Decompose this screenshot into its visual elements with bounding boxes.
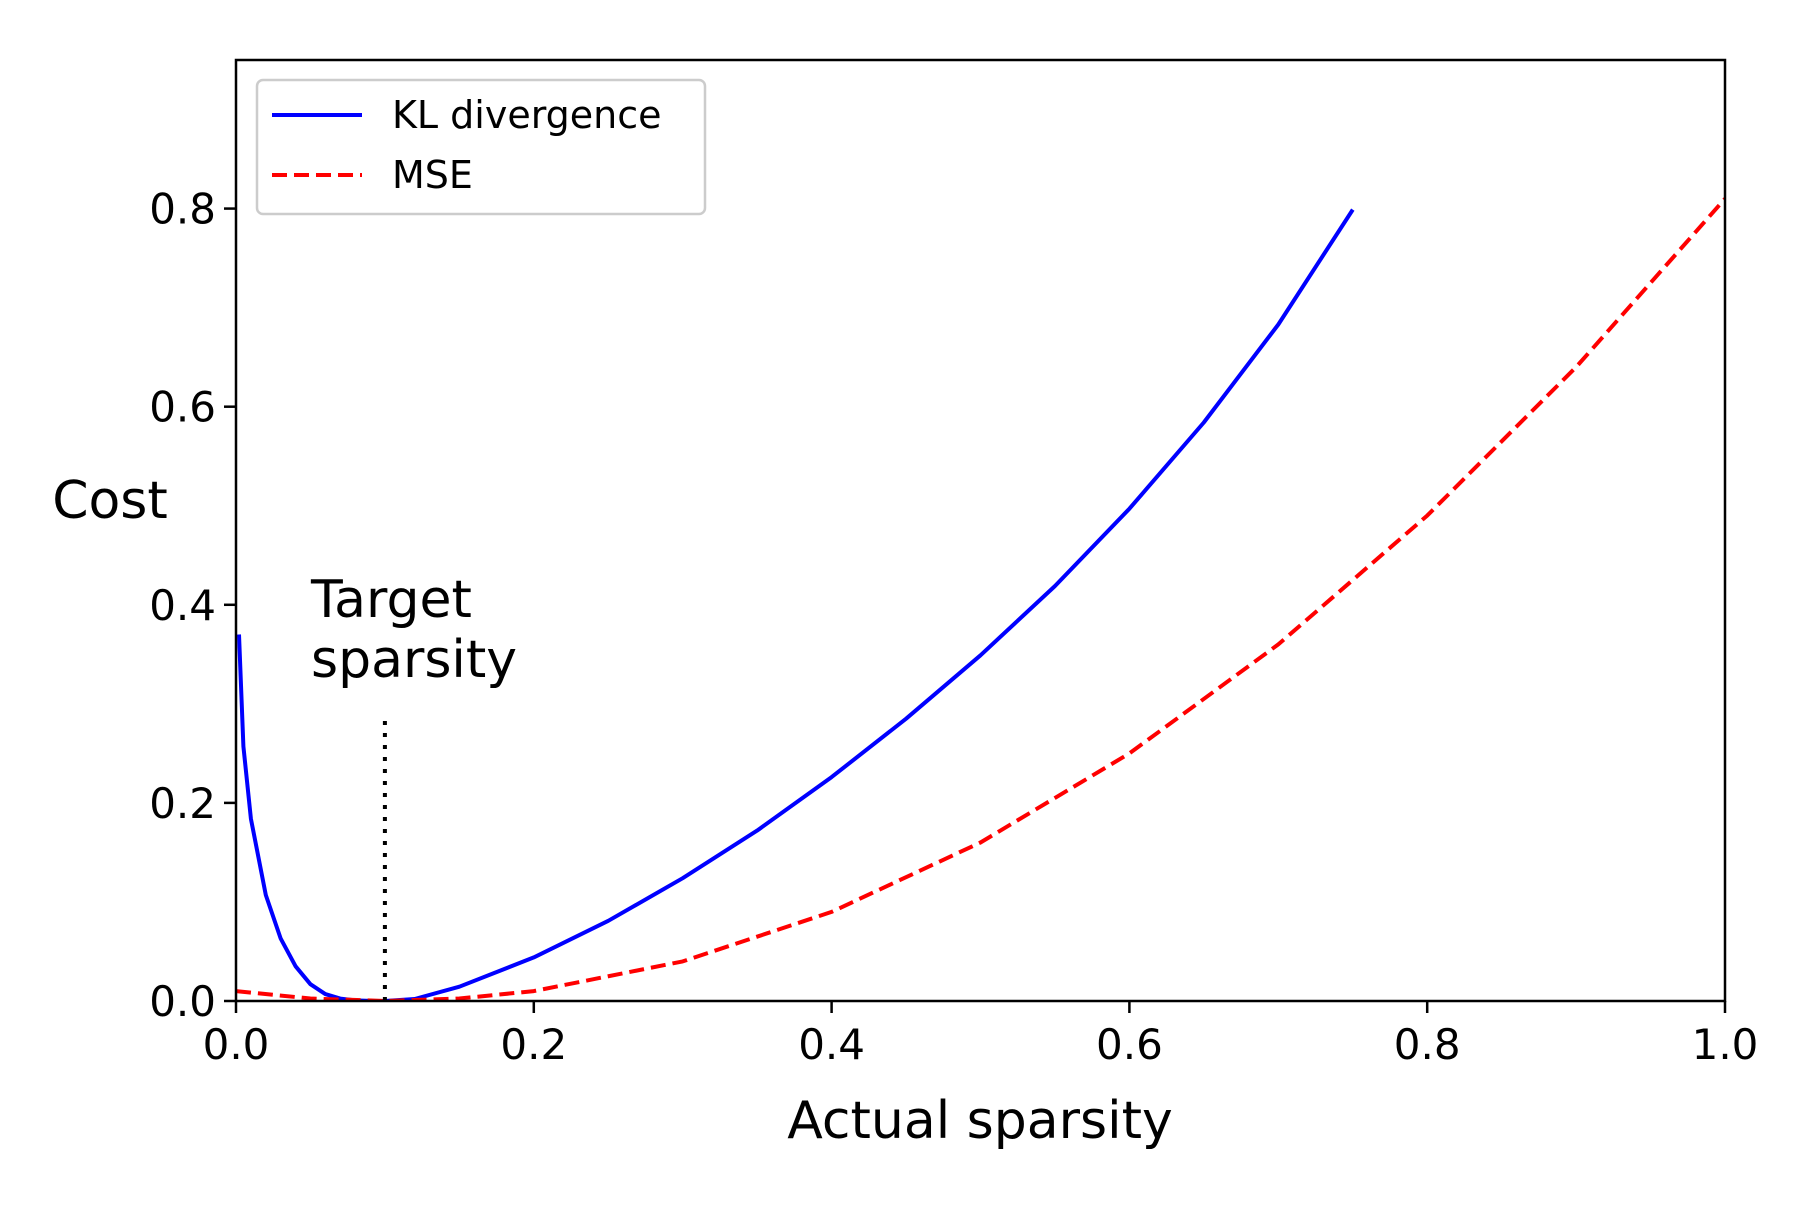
series-line-mse	[236, 197, 1725, 1001]
x-tick-label: 1.0	[1692, 1020, 1759, 1069]
y-axis-label: Cost	[52, 471, 168, 531]
y-tick-label: 0.8	[149, 185, 216, 234]
annotation-text-line: Target	[310, 570, 472, 630]
legend-box	[255, 78, 707, 216]
series-line-kl-divergence	[237, 208, 1355, 1001]
x-axis-label: Actual sparsity	[787, 1091, 1172, 1151]
x-tick-label: 0.6	[1096, 1020, 1163, 1069]
y-tick-label: 0.4	[149, 581, 216, 630]
annotation-text-line: sparsity	[311, 630, 517, 690]
y-tick-label: 0.6	[149, 383, 216, 432]
legend: KL divergence MSE	[255, 78, 707, 216]
y-tick-label: 0.0	[149, 977, 216, 1026]
x-tick-label: 0.0	[203, 1020, 270, 1069]
x-tick-label: 0.2	[500, 1020, 567, 1069]
legend-label: KL divergence	[392, 93, 662, 137]
axes-frame	[234, 58, 1727, 1003]
axis-ticks: 0.0 0.2 0.4 0.6 0.8 1.0 0.0 0.2 0.4 0.6 0.8	[149, 185, 1758, 1069]
x-tick-label: 0.8	[1394, 1020, 1461, 1069]
y-tick-label: 0.2	[149, 779, 216, 828]
legend-label: MSE	[392, 153, 473, 197]
axes-border	[234, 58, 1727, 1003]
x-tick-label: 0.4	[798, 1020, 865, 1069]
plot-area	[236, 197, 1725, 1001]
